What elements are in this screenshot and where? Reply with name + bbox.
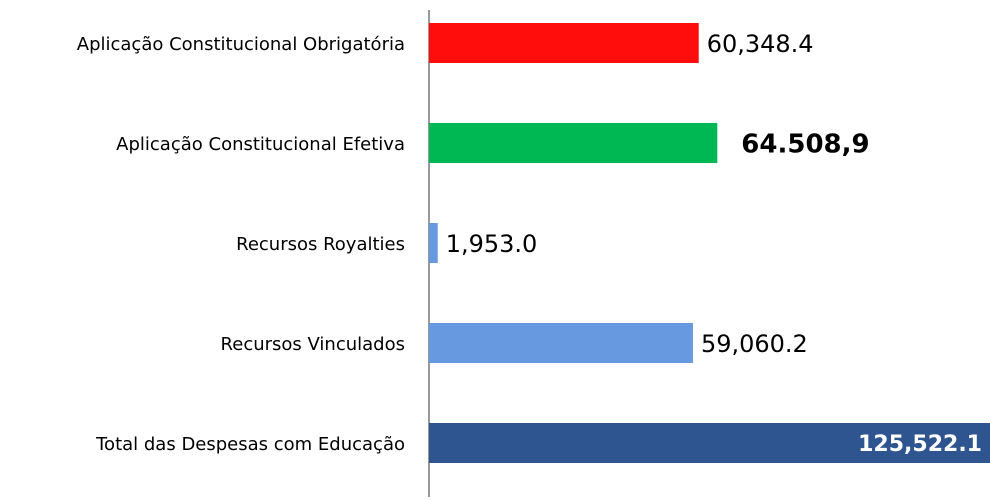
category-label: Recursos Vinculados (221, 334, 405, 355)
bar (429, 423, 990, 463)
category-label: Aplicação Constitucional Obrigatória (77, 34, 405, 55)
bar (429, 223, 438, 263)
value-label: 1,953.0 (446, 230, 538, 258)
bar (429, 323, 693, 363)
value-label: 59,060.2 (701, 330, 808, 358)
category-label: Aplicação Constitucional Efetiva (116, 134, 405, 155)
value-label: 64.508,9 (741, 130, 869, 160)
value-label: 125,522.1 (858, 432, 982, 457)
category-label: Recursos Royalties (236, 234, 405, 255)
bar (429, 123, 718, 163)
value-label: 60,348.4 (707, 30, 814, 58)
bar (429, 23, 699, 63)
category-label: Total das Despesas com Educação (95, 434, 405, 455)
